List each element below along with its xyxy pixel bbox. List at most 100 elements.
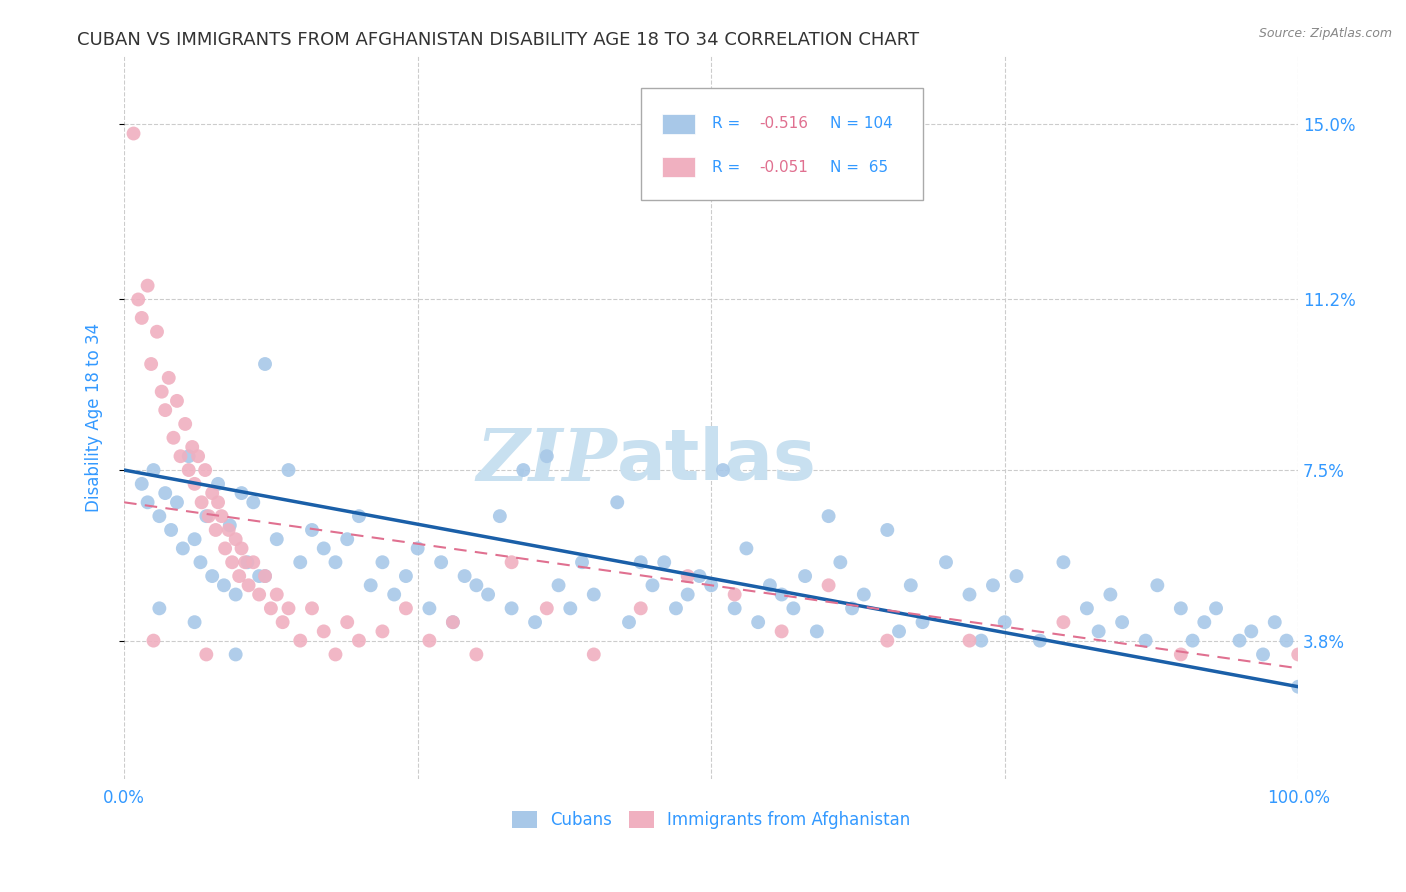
Point (406, 541, 429, 556)
Point (190, 555, 212, 569)
Point (418, 601, 440, 615)
Point (735, 541, 758, 556)
Point (1005, 569, 1028, 583)
Point (187, 449, 209, 463)
Point (453, 569, 475, 583)
Point (1076, 601, 1098, 615)
Point (174, 417, 197, 431)
Point (1146, 578, 1168, 592)
Point (441, 615, 464, 630)
Point (759, 578, 782, 592)
Point (782, 601, 804, 615)
Point (1052, 615, 1074, 630)
Point (770, 624, 793, 639)
Point (395, 601, 418, 615)
Point (214, 541, 236, 556)
Point (382, 587, 405, 601)
Point (711, 463, 734, 477)
Point (1275, 633, 1298, 648)
Point (266, 532, 288, 546)
Point (1286, 680, 1309, 694)
Point (336, 615, 359, 630)
Point (395, 569, 418, 583)
Point (652, 555, 675, 569)
Point (122, 127, 145, 141)
Point (418, 633, 440, 648)
Point (238, 578, 260, 592)
Point (183, 615, 205, 630)
Point (770, 587, 793, 601)
Point (512, 463, 534, 477)
Point (794, 569, 817, 583)
Point (630, 601, 652, 615)
Point (218, 518, 240, 533)
Point (148, 601, 170, 615)
Text: ZIP: ZIP (477, 425, 617, 496)
Point (582, 587, 605, 601)
Point (1099, 587, 1122, 601)
Point (181, 440, 204, 454)
Point (253, 569, 276, 583)
Point (231, 541, 253, 556)
Point (501, 601, 523, 615)
Point (676, 569, 699, 583)
Point (830, 555, 852, 569)
Point (228, 569, 250, 583)
Text: N =  65: N = 65 (830, 160, 889, 175)
Point (201, 486, 224, 500)
Point (212, 578, 235, 592)
Point (1029, 633, 1052, 648)
Point (142, 633, 165, 648)
Point (290, 555, 312, 569)
Point (817, 578, 839, 592)
Text: -0.051: -0.051 (759, 160, 808, 175)
Point (183, 476, 205, 491)
Point (131, 310, 153, 325)
Point (177, 463, 200, 477)
Point (1251, 648, 1274, 662)
Text: R =: R = (713, 160, 745, 175)
Point (876, 633, 898, 648)
Point (371, 555, 394, 569)
Point (277, 463, 299, 477)
Point (1181, 633, 1204, 648)
Point (641, 578, 664, 592)
Point (1264, 615, 1286, 630)
Point (560, 601, 582, 615)
Point (1205, 601, 1227, 615)
Point (131, 476, 153, 491)
Point (536, 449, 558, 463)
Point (207, 476, 229, 491)
Point (1286, 648, 1309, 662)
Point (247, 569, 270, 583)
Point (724, 601, 747, 615)
Point (465, 578, 488, 592)
Point (817, 509, 839, 524)
Point (1087, 624, 1109, 639)
Point (150, 384, 173, 399)
Point (994, 615, 1017, 630)
Point (260, 601, 283, 615)
Point (959, 587, 981, 601)
Point (211, 509, 233, 524)
Point (630, 555, 652, 569)
Point (253, 357, 276, 371)
Point (371, 624, 394, 639)
Point (347, 509, 370, 524)
Point (617, 615, 640, 630)
Point (242, 495, 264, 509)
Point (582, 648, 605, 662)
Point (177, 449, 200, 463)
Point (524, 615, 547, 630)
Point (166, 393, 188, 408)
Point (325, 555, 347, 569)
Point (312, 541, 335, 556)
Point (465, 648, 488, 662)
Point (266, 587, 288, 601)
Point (148, 509, 170, 524)
Point (665, 601, 688, 615)
Point (221, 555, 243, 569)
Point (155, 403, 177, 417)
Point (169, 449, 191, 463)
Point (204, 523, 226, 537)
